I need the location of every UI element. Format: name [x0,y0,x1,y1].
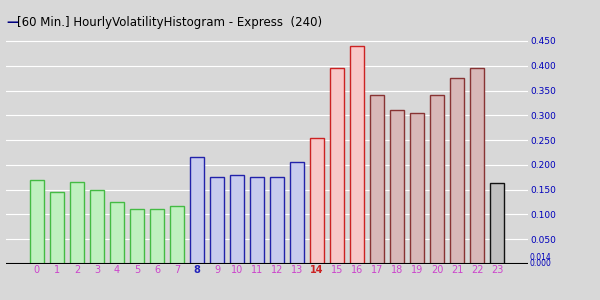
Bar [450,78,464,264]
Bar [230,175,244,264]
Bar [310,138,324,264]
Bar [470,68,484,264]
Text: —: — [6,16,19,29]
Bar [250,177,264,264]
Bar [350,46,364,264]
Bar [430,95,444,264]
Bar [330,68,344,264]
Text: 0.000: 0.000 [529,260,551,268]
Bar [410,113,424,264]
Bar [50,192,64,264]
Text: 0.014: 0.014 [529,253,551,262]
Text: [60 Min.] HourlyVolatilityHistogram - Express  (240): [60 Min.] HourlyVolatilityHistogram - Ex… [17,16,323,29]
Bar [130,209,144,264]
Bar [30,180,44,264]
Bar [90,190,104,264]
Bar [290,162,304,264]
Bar [190,158,204,264]
Bar [110,202,124,264]
Bar [390,110,404,264]
Bar [150,209,164,264]
Bar [270,177,284,264]
Bar [70,182,84,264]
Bar [170,206,184,264]
Bar [490,183,504,264]
Bar [210,177,224,264]
Bar [370,95,384,264]
